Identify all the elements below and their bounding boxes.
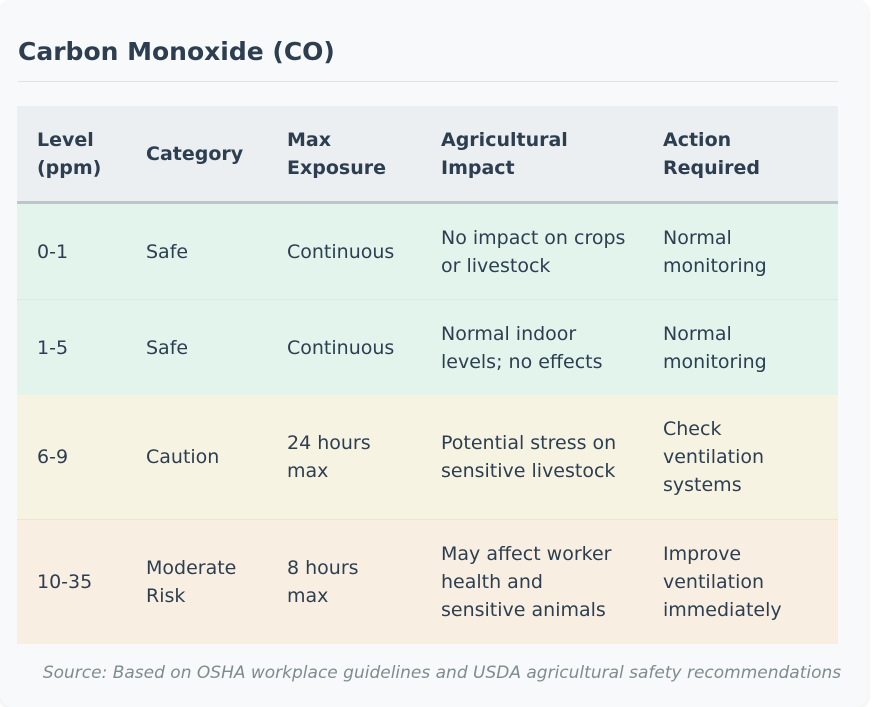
cell-level: 1-5 <box>17 299 126 395</box>
cell-max-exposure: 24 hours max <box>267 395 421 520</box>
title-divider <box>18 81 838 82</box>
header-max-exposure: Max Exposure <box>267 106 421 204</box>
cell-level: 6-9 <box>17 395 126 520</box>
source-note: Source: Based on OSHA workplace guidelin… <box>42 663 842 683</box>
cell-action-required: Normal monitoring <box>643 299 838 395</box>
header-action-required: Action Required <box>643 106 838 204</box>
cell-action-required: Check ventilation systems <box>643 395 838 520</box>
table-row: 6-9 Caution 24 hours max Potential stres… <box>17 395 838 520</box>
cell-agricultural-impact: No impact on crops or livestock <box>421 202 643 300</box>
cell-max-exposure: Continuous <box>267 299 421 395</box>
cell-max-exposure: Continuous <box>267 202 421 300</box>
cell-agricultural-impact: Potential stress on sensitive livestock <box>421 395 643 520</box>
cell-agricultural-impact: May affect worker health and sensitive a… <box>421 519 643 644</box>
table-row: 10-35 Moderate Risk 8 hours max May affe… <box>17 519 838 644</box>
table-header-row: Level (ppm) Category Max Exposure Agricu… <box>17 106 838 204</box>
cell-category: Caution <box>126 395 267 520</box>
cell-action-required: Normal monitoring <box>643 202 838 300</box>
page-title: Carbon Monoxide (CO) <box>18 37 335 66</box>
table-row: 0-1 Safe Continuous No impact on crops o… <box>17 202 838 300</box>
cell-agricultural-impact: Normal indoor levels; no effects <box>421 299 643 395</box>
table-row: 1-5 Safe Continuous Normal indoor levels… <box>17 299 838 395</box>
header-category: Category <box>126 106 267 204</box>
cell-level: 10-35 <box>17 519 126 644</box>
cell-max-exposure: 8 hours max <box>267 519 421 644</box>
header-level: Level (ppm) <box>17 106 126 204</box>
cell-level: 0-1 <box>17 202 126 300</box>
header-agricultural-impact: Agricultural Impact <box>421 106 643 204</box>
cell-category: Moderate Risk <box>126 519 267 644</box>
cell-category: Safe <box>126 202 267 300</box>
co-levels-table: Level (ppm) Category Max Exposure Agricu… <box>17 106 838 644</box>
cell-action-required: Improve ventilation immediately <box>643 519 838 644</box>
cell-category: Safe <box>126 299 267 395</box>
